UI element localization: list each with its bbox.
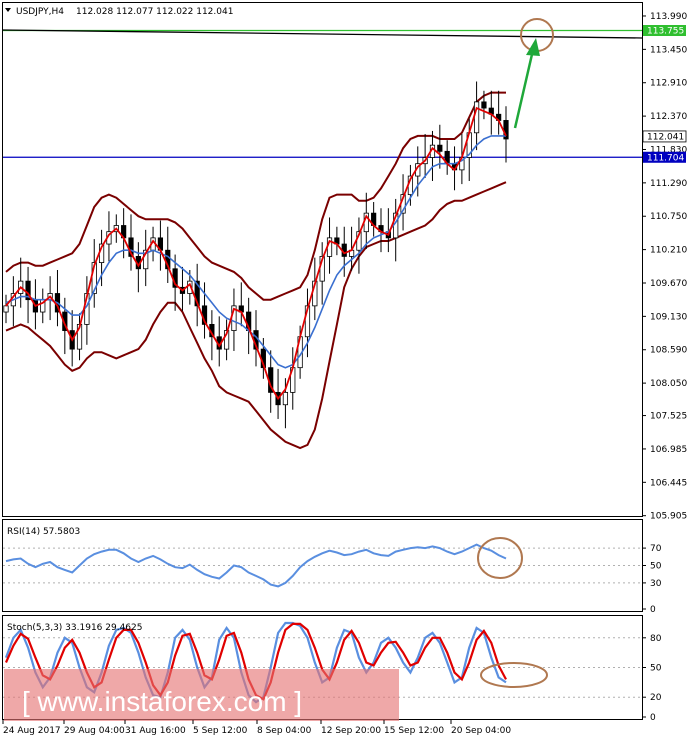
price-tick-label: 109.130: [650, 312, 687, 322]
blue-line-price-tag: 111.704: [643, 151, 686, 163]
candle: [371, 202, 377, 237]
time-tick-label: 31 Aug 16:00: [125, 726, 186, 736]
candle-body: [143, 249, 149, 270]
candle: [157, 220, 164, 271]
green-line-price-tag: 113.755: [643, 25, 686, 37]
svg-text:113.755: 113.755: [647, 27, 684, 37]
candle: [40, 288, 46, 324]
candle: [18, 257, 24, 308]
stoch-ellipse-annotation: [480, 662, 548, 688]
candle-body: [25, 280, 31, 301]
price-tick-label: 108.050: [650, 379, 687, 389]
rsi-axis: 70 50 30 0: [3, 544, 662, 615]
time-tick-label: 29 Aug 04:00: [64, 726, 125, 736]
time-tick-label: 24 Aug 2017: [3, 726, 61, 736]
candle: [275, 368, 281, 419]
rsi-tick-label: 70: [650, 544, 662, 554]
candle: [496, 90, 502, 135]
candle: [356, 217, 362, 274]
candle: [216, 316, 222, 367]
symbol-dropdown-icon[interactable]: [5, 8, 11, 12]
candle: [128, 214, 134, 271]
candle: [444, 140, 450, 175]
time-tick-label: 15 Sep 12:00: [384, 726, 444, 736]
upward-arrow-annotation: [513, 38, 540, 129]
candle: [393, 198, 399, 262]
chart-header: USDJPY,H4 112.028 112.077 112.022 112.04…: [5, 7, 233, 17]
watermark-band: [4, 669, 399, 721]
candle: [231, 288, 237, 351]
candle-body: [473, 101, 480, 134]
time-tick-label: 5 Sep 12:00: [193, 726, 248, 736]
candle: [334, 226, 340, 256]
fast-ma-line: [5, 106, 507, 401]
candlestick-series: [3, 81, 509, 429]
candle: [54, 270, 61, 327]
candle: [143, 229, 149, 287]
candle: [194, 263, 200, 327]
stoch-tick-label: 80: [650, 634, 662, 644]
candle-body: [3, 305, 9, 313]
candle: [319, 242, 325, 305]
candle: [437, 124, 443, 169]
price-tick-label: 108.590: [650, 346, 687, 356]
candle-body: [481, 101, 487, 109]
price-tick-label: 109.670: [650, 279, 687, 289]
price-axis: 113.990 113.450 112.910 112.370 111.830 111.2…: [642, 12, 687, 522]
svg-text:111.704: 111.704: [647, 153, 684, 163]
svg-text:112.041: 112.041: [647, 132, 684, 142]
stoch-tick-label: 0: [650, 713, 656, 723]
price-tick-label: 113.990: [650, 12, 687, 22]
price-tick-label: 112.910: [650, 79, 687, 89]
time-tick-label: 8 Sep 04:00: [257, 726, 312, 736]
current-price-tag: 112.041: [642, 130, 687, 142]
rsi-series: [5, 543, 507, 588]
symbol-label: USDJPY,H4: [16, 7, 64, 17]
price-tick-label: 113.450: [650, 45, 687, 55]
bollinger-bands: [5, 91, 507, 450]
stoch-tick-label: 50: [650, 664, 662, 674]
ohlc-values: 112.028 112.077 112.022 112.041: [76, 7, 233, 17]
candle-body: [194, 280, 200, 307]
price-tick-label: 112.370: [650, 112, 687, 122]
rsi-tick-label: 0: [650, 605, 656, 615]
price-tick-label: 111.830: [650, 145, 687, 155]
time-tick-label: 12 Sep 20:00: [321, 726, 381, 736]
candle: [290, 347, 296, 410]
watermark-text: [ www.instaforex.com ]: [22, 686, 302, 717]
bollinger-upper: [5, 91, 506, 301]
time-axis: 24 Aug 2017 29 Aug 04:00 31 Aug 16:00 5 Sep…: [2, 720, 511, 736]
candle: [429, 130, 436, 182]
rsi-tick-label: 30: [650, 579, 662, 589]
stoch-tick-label: 20: [650, 693, 662, 703]
stoch-title: Stoch(5,3,3) 33.1916 29.4625: [7, 623, 142, 633]
candle-body: [282, 391, 289, 406]
rsi-circle-annotation: [477, 537, 523, 579]
rsi-title: RSI(14) 57.5803: [7, 527, 80, 537]
price-tick-label: 110.210: [650, 246, 687, 256]
candle: [165, 226, 171, 283]
rsi-tick-label: 50: [650, 562, 662, 572]
candle: [422, 134, 428, 178]
candle: [238, 282, 244, 327]
trend-line-black: [2, 29, 643, 39]
rsi-line: [5, 543, 507, 588]
main-panel-frame: [2, 2, 643, 517]
price-tick-label: 110.750: [650, 212, 687, 222]
slow-ma-line: [5, 135, 506, 369]
candle-body: [187, 280, 193, 294]
bollinger-lower: [5, 181, 507, 450]
price-tick-label: 106.445: [650, 478, 687, 488]
price-tick-label: 111.290: [650, 179, 687, 189]
price-tick-label: 105.905: [650, 512, 687, 522]
time-tick-label: 20 Sep 04:00: [451, 726, 511, 736]
candle: [481, 90, 487, 120]
moving-averages: [5, 106, 507, 401]
price-tick-label: 107.525: [650, 412, 687, 422]
price-tick-label: 106.985: [650, 445, 687, 455]
candle-body: [437, 144, 443, 152]
candle: [3, 294, 9, 324]
